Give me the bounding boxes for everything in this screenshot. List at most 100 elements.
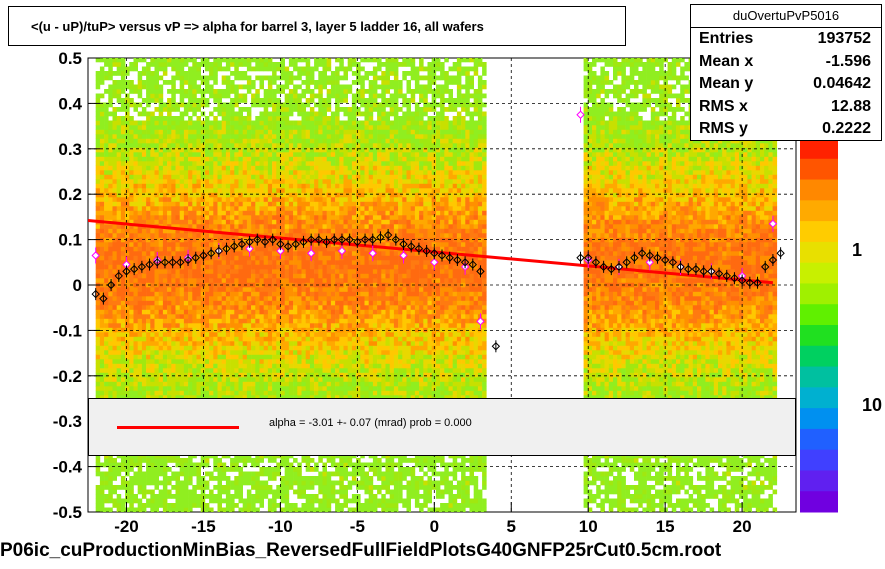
heatmap-cell xyxy=(179,287,185,292)
heatmap-cell xyxy=(150,368,155,373)
heatmap-cell xyxy=(318,480,323,486)
heatmap-cell xyxy=(179,219,185,225)
heatmap-cell xyxy=(242,309,248,315)
heatmap-cell xyxy=(213,98,218,103)
heatmap-cell xyxy=(251,242,256,247)
heatmap-cell xyxy=(108,471,113,477)
heatmap-cell xyxy=(238,255,243,261)
heatmap-cell xyxy=(293,89,298,94)
heatmap-cell xyxy=(192,471,197,477)
heatmap-cell xyxy=(196,89,201,94)
heatmap-cell xyxy=(259,161,264,166)
heatmap-cell xyxy=(141,170,147,175)
heatmap-cell xyxy=(230,84,235,90)
heatmap-cell xyxy=(318,354,323,360)
heatmap-cell xyxy=(133,260,138,265)
heatmap-cell xyxy=(192,174,197,180)
heatmap-cell xyxy=(259,345,264,351)
heatmap-cell xyxy=(276,219,281,225)
heatmap-cell xyxy=(209,300,214,306)
heatmap-cell xyxy=(246,368,252,373)
heatmap-cell xyxy=(167,80,172,85)
heatmap-cell xyxy=(141,494,147,499)
heatmap-cell xyxy=(141,386,147,391)
heatmap-cell xyxy=(146,255,151,261)
heatmap-cell xyxy=(167,192,172,198)
heatmap-cell xyxy=(225,251,231,256)
heatmap-cell xyxy=(267,134,273,139)
heatmap-cell xyxy=(129,89,134,94)
heatmap-cell xyxy=(288,233,294,238)
heatmap-cell xyxy=(104,129,109,135)
heatmap-cell xyxy=(272,291,277,297)
heatmap-cell xyxy=(171,471,176,477)
heatmap-cell xyxy=(230,485,235,490)
heatmap-cell xyxy=(213,75,218,81)
heatmap-cell xyxy=(234,368,239,373)
heatmap-cell xyxy=(263,120,269,126)
heatmap-cell xyxy=(196,75,201,81)
heatmap-cell xyxy=(99,372,105,378)
heatmap-cell xyxy=(133,381,138,387)
heatmap-cell xyxy=(267,120,273,126)
heatmap-cell xyxy=(238,291,243,297)
heatmap-cell xyxy=(276,251,281,256)
heatmap-cell xyxy=(322,336,327,342)
heatmap-cell xyxy=(183,251,189,256)
heatmap-cell xyxy=(129,219,134,225)
heatmap-cell xyxy=(276,120,281,126)
heatmap-cell xyxy=(276,201,281,207)
heatmap-cell xyxy=(251,58,256,63)
heatmap-cell xyxy=(234,390,239,396)
heatmap-cell xyxy=(188,170,193,175)
heatmap-cell xyxy=(167,143,172,148)
heatmap-cell xyxy=(276,341,281,346)
heatmap-cell xyxy=(301,179,306,184)
heatmap-cell xyxy=(209,201,214,207)
heatmap-cell xyxy=(125,138,130,144)
heatmap-cell xyxy=(242,75,248,81)
heatmap-cell xyxy=(251,138,256,144)
heatmap-cell xyxy=(162,107,168,112)
heatmap-cell xyxy=(259,246,264,252)
heatmap-cell xyxy=(137,84,143,90)
heatmap-cell xyxy=(175,260,180,265)
heatmap-cell xyxy=(293,188,298,193)
heatmap-cell xyxy=(167,206,172,211)
heatmap-cell xyxy=(263,350,269,355)
heatmap-cell xyxy=(314,480,319,486)
heatmap-cell xyxy=(246,156,252,162)
heatmap-cell xyxy=(141,332,147,337)
heatmap-cell xyxy=(196,102,201,108)
heatmap-cell xyxy=(129,102,134,108)
heatmap-cell xyxy=(301,233,306,238)
heatmap-cell xyxy=(263,381,269,387)
heatmap-cell xyxy=(221,309,227,315)
heatmap-cell xyxy=(255,354,260,360)
heatmap-cell xyxy=(276,336,281,342)
heatmap-cell xyxy=(204,75,210,81)
heatmap-cell xyxy=(141,152,147,157)
heatmap-cell xyxy=(297,467,302,472)
heatmap-cell xyxy=(192,372,197,378)
heatmap-cell xyxy=(225,287,231,292)
heatmap-cell xyxy=(213,224,218,229)
heatmap-cell xyxy=(305,278,311,283)
heatmap-cell xyxy=(112,188,117,193)
heatmap-cell xyxy=(154,462,159,468)
heatmap-cell xyxy=(183,309,189,315)
heatmap-cell xyxy=(104,183,109,189)
heatmap-cell xyxy=(129,395,134,400)
heatmap-cell xyxy=(259,147,264,153)
heatmap-cell xyxy=(217,458,222,463)
heatmap-cell xyxy=(192,467,197,472)
heatmap-cell xyxy=(192,264,197,270)
heatmap-cell xyxy=(263,174,269,180)
heatmap-cell xyxy=(104,359,109,364)
heatmap-cell xyxy=(217,165,222,171)
heatmap-cell xyxy=(179,480,185,486)
heatmap-cell xyxy=(305,345,311,351)
heatmap-cell xyxy=(309,507,315,512)
heatmap-cell xyxy=(242,192,248,198)
heatmap-cell xyxy=(209,183,214,189)
